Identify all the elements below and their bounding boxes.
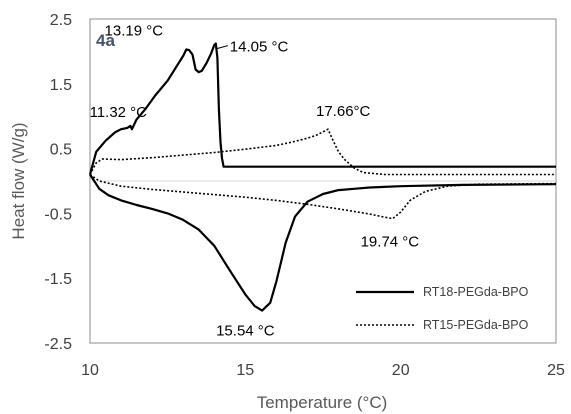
y-tick-label: -1.5 <box>44 271 72 288</box>
peak-annotation: 13.19 °C <box>105 23 164 40</box>
series-2-heating-line <box>89 128 556 176</box>
legend-label: RT18-PEGda-BPO <box>423 285 529 299</box>
peak-annotation: 11.32 °C <box>90 104 148 121</box>
panel-label: 4a <box>96 31 115 50</box>
peak-annotation: 14.05 °C <box>230 39 289 56</box>
x-tick-label: 25 <box>547 362 565 379</box>
peak-annotation: 19.74 °C <box>361 234 420 251</box>
y-tick-label: 1.5 <box>50 77 72 94</box>
y-tick-label: -0.5 <box>44 206 72 223</box>
y-tick-label: 2.5 <box>50 12 72 29</box>
x-tick-label: 10 <box>81 362 99 379</box>
x-axis-title: Temperature (°C) <box>257 393 388 412</box>
series-1-cooling-line <box>89 173 557 312</box>
series-1-heating-line <box>88 42 556 175</box>
peak-annotation: 17.66°C <box>316 103 371 120</box>
series-2-cooling-line <box>89 173 557 220</box>
x-tick-label: 20 <box>392 362 410 379</box>
y-tick-label: -2.5 <box>44 336 72 353</box>
annotation-leader <box>216 45 228 50</box>
legend-label: RT15-PEGda-BPO <box>423 318 529 332</box>
peak-annotation: 15.54 °C <box>216 323 275 340</box>
y-axis-title: Heat flow (W/g) <box>9 122 28 239</box>
x-tick-label: 15 <box>236 362 254 379</box>
y-tick-label: 0.5 <box>50 142 72 159</box>
